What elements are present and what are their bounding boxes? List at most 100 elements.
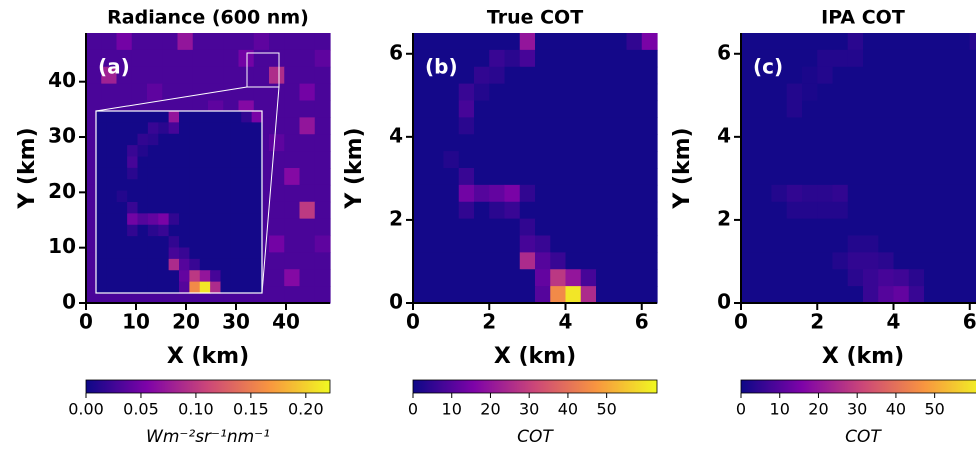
- heatmap-cell: [596, 252, 612, 270]
- inset-cell: [137, 202, 149, 214]
- heatmap-cell: [428, 151, 445, 169]
- heatmap-cell: [299, 49, 316, 68]
- heatmap-cell: [786, 168, 803, 186]
- heatmap-cell: [299, 151, 316, 169]
- inset-cell: [168, 133, 180, 146]
- heatmap-cell: [192, 49, 209, 68]
- heatmap-cell: [878, 100, 895, 118]
- heatmap-cell: [489, 168, 506, 186]
- inset-cell: [210, 224, 222, 237]
- heatmap-cell: [238, 33, 255, 51]
- inset-cell: [147, 236, 159, 249]
- heatmap-cell: [924, 117, 940, 135]
- heatmap-cell: [550, 100, 567, 118]
- heatmap-cell: [580, 286, 597, 304]
- heatmap-cell: [253, 33, 270, 51]
- x-tick-label: 40: [272, 310, 300, 334]
- heatmap-cell: [504, 286, 521, 304]
- heatmap-cell: [458, 100, 475, 118]
- inset-cell: [168, 111, 180, 123]
- heatmap-cell: [878, 66, 895, 85]
- heatmap-cell: [550, 66, 567, 85]
- heatmap-cell: [299, 66, 316, 85]
- heatmap-cell: [269, 201, 285, 220]
- heatmap-cell: [741, 252, 757, 270]
- heatmap-cell: [299, 269, 316, 287]
- inset-cell: [116, 281, 128, 294]
- inset-cell: [137, 156, 149, 169]
- heatmap-cell: [817, 33, 834, 51]
- inset-cell: [106, 258, 118, 271]
- heatmap-cell: [314, 269, 331, 287]
- inset-cell: [168, 122, 180, 135]
- heatmap-cell: [832, 218, 849, 237]
- heatmap-cell: [847, 168, 864, 186]
- inset-cell: [230, 145, 242, 158]
- heatmap-cell: [284, 235, 301, 253]
- heatmap-cell: [863, 269, 879, 287]
- inset-cell: [189, 224, 201, 237]
- inset-cell: [251, 258, 263, 271]
- inset-cell: [179, 133, 190, 146]
- inset-cell: [199, 179, 211, 192]
- heatmap-cell: [756, 218, 773, 237]
- heatmap-cell: [550, 184, 567, 203]
- heatmap-cell: [641, 66, 658, 85]
- heatmap-cell: [939, 168, 956, 186]
- heatmap-cell: [580, 66, 597, 85]
- inset-cell: [106, 247, 118, 260]
- heatmap-cell: [314, 184, 331, 203]
- colorbar-tick-label: 50: [596, 400, 616, 419]
- heatmap-cell: [786, 49, 803, 68]
- heatmap-cell: [565, 201, 582, 220]
- heatmap-cell: [519, 100, 536, 118]
- heatmap-cell: [817, 100, 834, 118]
- heatmap-cell: [863, 168, 879, 186]
- heatmap-cell: [771, 151, 788, 169]
- inset-cell: [116, 156, 128, 169]
- colorbar-tick-label: 0.10: [178, 400, 214, 419]
- heatmap-cell: [939, 201, 956, 220]
- heatmap-cell: [443, 218, 460, 237]
- heatmap-cell: [474, 117, 490, 135]
- heatmap-cell: [863, 286, 879, 304]
- heatmap-cell: [413, 269, 429, 287]
- heatmap-cell: [535, 184, 551, 203]
- panel-label: (c): [753, 55, 783, 79]
- heatmap-cell: [908, 134, 925, 152]
- heatmap-cell: [954, 33, 971, 51]
- heatmap-cell: [596, 151, 612, 169]
- heatmap-cell: [443, 184, 460, 203]
- heatmap-cell: [771, 134, 788, 152]
- heatmap-cell: [519, 235, 536, 253]
- heatmap-cell: [580, 252, 597, 270]
- heatmap-cell: [847, 286, 864, 304]
- inset-cell: [96, 281, 107, 294]
- heatmap-cell: [878, 235, 895, 253]
- heatmap-cell: [489, 83, 506, 102]
- inset-cell: [127, 236, 139, 249]
- inset-cell: [106, 122, 118, 135]
- inset-cell: [210, 213, 222, 226]
- heatmap-cell: [580, 218, 597, 237]
- inset-cell: [199, 133, 211, 146]
- inset-cell: [137, 179, 149, 192]
- heatmap-cell: [596, 269, 612, 287]
- heatmap-cell: [550, 235, 567, 253]
- heatmap-cell: [299, 201, 316, 220]
- heatmap-cell: [474, 184, 490, 203]
- heatmap-cell: [832, 286, 849, 304]
- heatmap-cell: [147, 49, 163, 68]
- heatmap-cell: [299, 286, 316, 304]
- heatmap-cell: [580, 33, 597, 51]
- inset-cell: [106, 133, 118, 146]
- heatmap-cell: [969, 100, 976, 118]
- heatmap-cell: [580, 117, 597, 135]
- heatmap-cell: [443, 49, 460, 68]
- heatmap-cell: [641, 201, 658, 220]
- inset-cell: [106, 179, 118, 192]
- panel: [741, 33, 976, 304]
- inset-cell: [127, 224, 139, 237]
- inset-cell: [210, 258, 222, 271]
- heatmap-cell: [535, 168, 551, 186]
